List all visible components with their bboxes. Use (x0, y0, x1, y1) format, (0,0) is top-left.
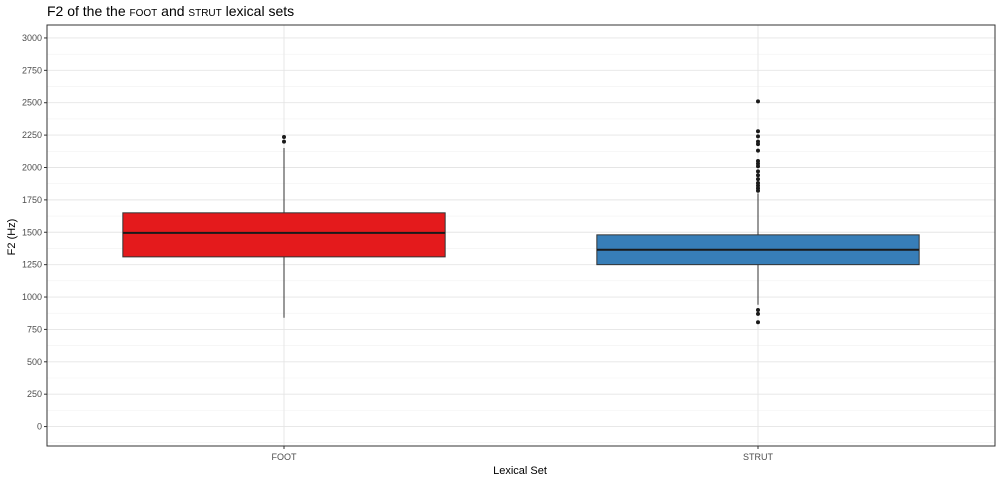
iqr-box (122, 212, 446, 258)
outlier-point (282, 139, 286, 144)
plot-panel-border (46, 24, 996, 447)
y-tick-label: 750 (27, 324, 42, 334)
y-tick-label: 1250 (22, 260, 42, 270)
outlier-point (282, 135, 286, 140)
outlier-point (756, 159, 760, 164)
outlier-point (756, 177, 760, 182)
outlier-point (756, 307, 760, 312)
x-tick-label: STRUT (743, 452, 773, 462)
y-tick-label: 1500 (22, 227, 42, 237)
x-axis: FOOT STRUT (272, 446, 773, 462)
outlier-point (756, 99, 760, 104)
chart-title-part: lexical sets (222, 3, 294, 19)
box-strut (596, 99, 920, 325)
outlier-point (756, 311, 760, 316)
chart-title-part: strut (188, 3, 221, 19)
y-tick-label: 2750 (22, 65, 42, 75)
chart-title-part: F2 of the the (47, 3, 130, 19)
outlier-point (756, 129, 760, 134)
y-tick-label: 1000 (22, 292, 42, 302)
chart-title-part: foot (130, 3, 158, 19)
outlier-point (756, 148, 760, 153)
y-tick-label: 250 (27, 389, 42, 399)
y-tick-label: 500 (27, 357, 42, 367)
y-axis: 0 250 500 750 1000 1250 1500 1750 2000 2250 2500 27… (22, 33, 47, 432)
box-foot (122, 135, 446, 318)
outlier-point (756, 181, 760, 186)
outlier-point (756, 134, 760, 139)
boxplot-series (122, 99, 920, 325)
y-tick-label: 0 (37, 422, 42, 432)
outlier-point (756, 139, 760, 144)
y-axis-title: F2 (Hz) (6, 219, 18, 256)
outlier-point (756, 320, 760, 325)
y-tick-label: 3000 (22, 33, 42, 43)
x-axis-title: Lexical Set (493, 465, 547, 477)
chart-title: F2 of the the foot and strut lexical set… (47, 3, 294, 19)
y-tick-label: 1750 (22, 195, 42, 205)
x-tick-label: FOOT (272, 452, 297, 462)
outlier-point (756, 173, 760, 178)
outlier-point (756, 169, 760, 174)
y-tick-label: 2500 (22, 98, 42, 108)
y-tick-label: 2250 (22, 130, 42, 140)
chart-title-part: and (157, 3, 188, 19)
y-tick-label: 2000 (22, 162, 42, 172)
